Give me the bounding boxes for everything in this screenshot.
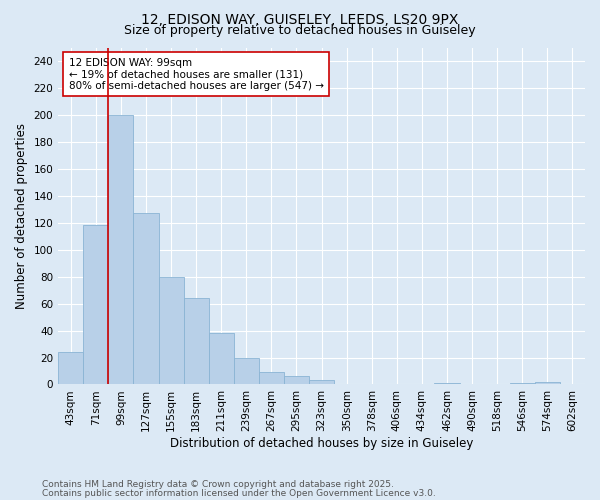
Bar bbox=[234, 358, 259, 384]
Y-axis label: Number of detached properties: Number of detached properties bbox=[15, 123, 28, 309]
Bar bbox=[184, 298, 209, 384]
Text: Contains public sector information licensed under the Open Government Licence v3: Contains public sector information licen… bbox=[42, 488, 436, 498]
Bar bbox=[535, 382, 560, 384]
Bar bbox=[284, 376, 309, 384]
Bar bbox=[158, 276, 184, 384]
Text: 12 EDISON WAY: 99sqm
← 19% of detached houses are smaller (131)
80% of semi-deta: 12 EDISON WAY: 99sqm ← 19% of detached h… bbox=[69, 58, 324, 91]
Bar bbox=[434, 383, 460, 384]
Bar bbox=[58, 352, 83, 384]
Bar bbox=[109, 115, 133, 384]
Text: Contains HM Land Registry data © Crown copyright and database right 2025.: Contains HM Land Registry data © Crown c… bbox=[42, 480, 394, 489]
Bar bbox=[83, 226, 109, 384]
Bar bbox=[259, 372, 284, 384]
X-axis label: Distribution of detached houses by size in Guiseley: Distribution of detached houses by size … bbox=[170, 437, 473, 450]
Text: Size of property relative to detached houses in Guiseley: Size of property relative to detached ho… bbox=[124, 24, 476, 37]
Bar bbox=[133, 214, 158, 384]
Text: 12, EDISON WAY, GUISELEY, LEEDS, LS20 9PX: 12, EDISON WAY, GUISELEY, LEEDS, LS20 9P… bbox=[142, 12, 458, 26]
Bar bbox=[209, 333, 234, 384]
Bar bbox=[510, 383, 535, 384]
Bar bbox=[309, 380, 334, 384]
